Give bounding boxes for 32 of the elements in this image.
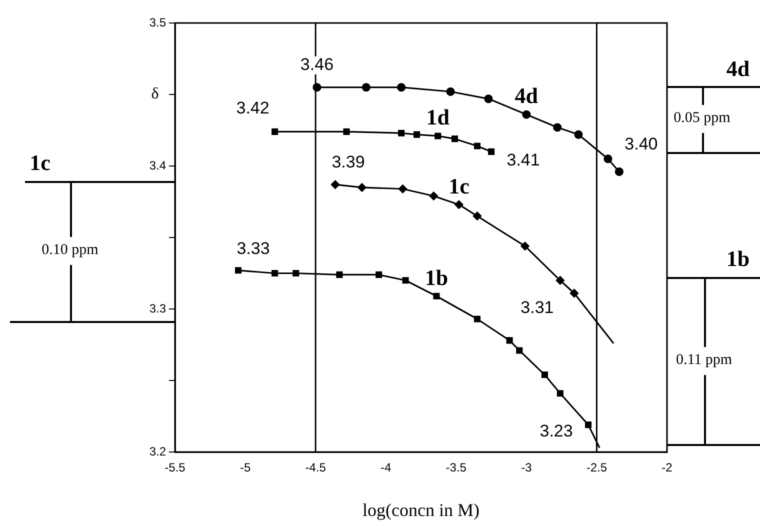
annotation: 3.46	[300, 55, 334, 74]
y-tick-label: 3.3	[149, 301, 166, 316]
x-tick-label: -5	[240, 460, 251, 475]
text: 0.05 ppm	[674, 110, 730, 126]
x-tick-label: -4.5	[305, 460, 326, 475]
x-axis-title: log(concn in M)	[362, 500, 480, 520]
text: 0.10 ppm	[42, 242, 98, 258]
series-label: 1d	[426, 104, 450, 130]
annotation: 3.42	[236, 98, 270, 118]
y-tick-label: 3.4	[149, 158, 166, 172]
annotation: 3.33	[236, 239, 270, 258]
series-label: 4d	[514, 83, 538, 108]
text: 1c	[28, 150, 52, 176]
x-tick-label: -3	[521, 460, 532, 475]
annotation: 3.23	[540, 422, 573, 441]
x-tick-label: -5.5	[164, 460, 186, 475]
annotation: 3.40	[624, 134, 658, 154]
series-label: 1c	[448, 173, 470, 198]
y-tick-label: 3.2	[149, 444, 166, 458]
text: 4d	[725, 56, 751, 82]
x-tick-label: -3.5	[446, 460, 467, 475]
y-axis-title: δ	[151, 86, 159, 103]
annotation: 3.41	[506, 150, 540, 170]
x-tick-label: -2.5	[586, 460, 608, 475]
annotation: 3.31	[520, 298, 554, 317]
y-tick-label: 3.5	[149, 15, 166, 30]
series-label: 1b	[424, 264, 448, 290]
annotation: 3.39	[332, 152, 365, 172]
x-tick-label: -4	[380, 460, 392, 475]
text: 1b	[725, 246, 751, 272]
x-tick-label: -2	[662, 460, 673, 475]
text: 0.11 ppm	[676, 352, 732, 368]
